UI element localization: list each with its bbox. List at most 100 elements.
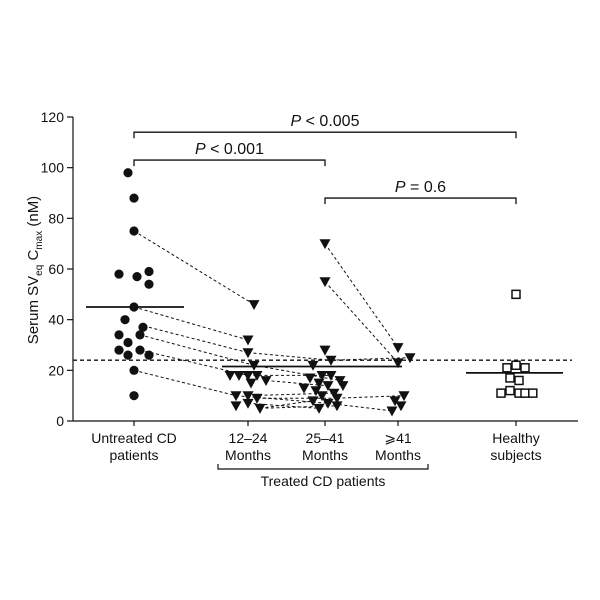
treated-25-41-point-7 — [304, 373, 316, 384]
paired-line-9 — [265, 379, 326, 387]
treated-25-41-point-12 — [298, 383, 310, 394]
y-tick-label-20: 20 — [48, 362, 64, 378]
paired-line-12 — [235, 395, 329, 404]
untreated-point-0 — [123, 168, 133, 178]
treated-25-41-point-13 — [310, 386, 322, 397]
healthy-point-0 — [511, 289, 521, 300]
treated-25-41-point-19 — [313, 403, 325, 414]
paired-line-17 — [324, 281, 399, 364]
bracket-label-p-2: P — [395, 179, 406, 196]
bracket-line-1 — [133, 159, 326, 167]
untreated-point-6 — [144, 279, 154, 289]
treated-25-41-point-2 — [319, 345, 331, 356]
treated-25-41-point-4 — [307, 360, 319, 371]
y-axis-label-sub1: eq — [34, 265, 45, 276]
bracket-line-2 — [324, 197, 517, 205]
healthy-point-9 — [520, 388, 530, 398]
healthy-point-1 — [502, 363, 512, 373]
treated-25-41-point-16 — [331, 393, 343, 404]
y-ticks: 0 20 40 60 80 100 120 — [41, 109, 73, 429]
bracket-label-value-0: < 0.005 — [301, 113, 359, 130]
treated-12-24-point-13 — [230, 401, 242, 412]
bracket-label-value-2: = 0.6 — [406, 179, 447, 196]
untreated-point-12 — [123, 337, 133, 348]
y-axis-label-prefix: Serum SV — [25, 276, 42, 344]
untreated-point-5 — [144, 266, 154, 277]
treated-25-41-point-5 — [316, 371, 328, 381]
treated-25-41-point-17 — [307, 396, 319, 407]
untreated-point-1 — [129, 193, 139, 203]
x-category-labels: Untreated CDpatients12–24Months25–41Mont… — [91, 421, 542, 463]
untreated-point-11 — [135, 330, 145, 340]
y-tick-label-0: 0 — [56, 413, 64, 429]
treated-41-point-2 — [392, 358, 404, 369]
y-tick-label-80: 80 — [48, 210, 64, 226]
healthy-point-7 — [505, 385, 515, 396]
treated-12-24-point-9 — [245, 378, 257, 389]
category-label-line2-0: patients — [109, 447, 158, 463]
untreated-point-9 — [138, 322, 148, 332]
treated-12-24-point-11 — [242, 391, 254, 402]
y-tick-label-100: 100 — [41, 160, 65, 176]
healthy-point-3 — [520, 363, 530, 373]
treated-41-point-6 — [386, 406, 398, 417]
y-axis-label-mid: C — [25, 250, 42, 265]
bracket-line-0 — [133, 131, 517, 139]
treated-12-24-point-3 — [248, 360, 260, 371]
untreated-point-10 — [114, 330, 124, 340]
untreated-point-2 — [129, 226, 139, 236]
treated-12-24-point-12 — [251, 393, 263, 404]
treated-25-41-point-3 — [325, 355, 337, 366]
paired-line-5 — [133, 369, 237, 397]
y-tick-label-120: 120 — [41, 109, 65, 125]
healthy-point-10 — [528, 388, 538, 398]
paired-line-6 — [247, 352, 332, 361]
untreated-point-3 — [114, 269, 124, 279]
treated-group-bracket-line — [217, 464, 429, 470]
treated-25-41-point-14 — [328, 388, 340, 399]
paired-line-4 — [139, 349, 249, 376]
untreated-point-14 — [135, 345, 145, 355]
untreated-point-8 — [120, 315, 130, 325]
category-label-line1-2: 25–41 — [306, 430, 345, 446]
paired-line-14 — [259, 400, 314, 409]
treated-12-24-point-5 — [233, 371, 245, 381]
treated-12-24-point-2 — [242, 348, 254, 359]
category-label-line2-3: Months — [375, 447, 421, 463]
y-axis-label: Serum SVeq Cmax (nM) — [25, 196, 45, 344]
y-tick-label-40: 40 — [48, 312, 64, 328]
y-axis-label-sub2: max — [34, 231, 45, 250]
healthy-point-2 — [511, 360, 521, 371]
healthy-point-4 — [505, 373, 515, 383]
treated-25-41-point-9 — [313, 378, 325, 389]
untreated-point-4 — [132, 272, 142, 282]
data-points — [114, 168, 538, 417]
treated-41-point-5 — [395, 401, 407, 412]
treated-12-24-point-1 — [242, 335, 254, 346]
treated-group-label: Treated CD patients — [261, 473, 386, 489]
y-axis-label-suffix: (nM) — [25, 196, 42, 231]
untreated-point-18 — [129, 391, 139, 401]
treated-12-24-point-10 — [230, 391, 242, 402]
treated-group-bracket: Treated CD patients — [217, 464, 429, 489]
paired-line-19 — [336, 395, 405, 399]
treated-41-point-4 — [389, 396, 401, 407]
bracket-label-p-0: P — [291, 113, 302, 130]
treated-25-41-point-15 — [316, 391, 328, 402]
paired-line-15 — [259, 405, 338, 409]
treated-41-point-1 — [404, 353, 416, 364]
treated-25-41-point-6 — [325, 371, 337, 381]
treated-25-41-point-11 — [337, 381, 349, 392]
treated-12-24-point-7 — [251, 371, 263, 381]
untreated-point-13 — [114, 345, 124, 355]
category-label-line1-3: ⩾41 — [384, 430, 412, 446]
category-label-line1-1: 12–24 — [229, 430, 268, 446]
paired-line-18 — [330, 357, 411, 361]
healthy-point-5 — [514, 375, 524, 386]
treated-12-24-point-4 — [224, 371, 236, 381]
treated-12-24-point-0 — [248, 300, 260, 310]
untreated-point-7 — [129, 302, 139, 312]
